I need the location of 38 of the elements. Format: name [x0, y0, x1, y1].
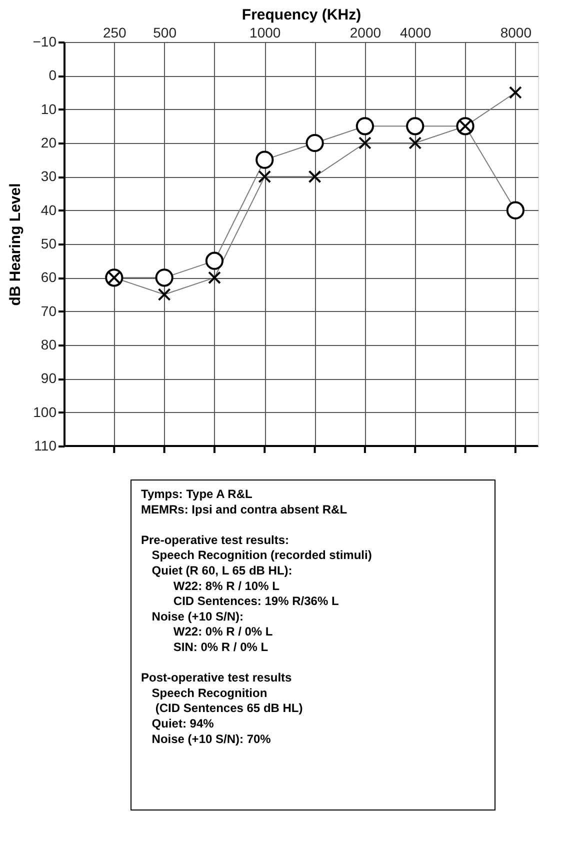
- y-tick-label: 110: [34, 438, 57, 454]
- text: Post-operative test results Speech Recognition (CID Sentences 65 dB HL) Quiet: 94% Noise (+10 S/N): 70%: [141, 670, 303, 746]
- y-tick-label: 50: [40, 236, 57, 252]
- point: [208, 271, 221, 284]
- point: [256, 150, 274, 169]
- x-tick-label: 2000: [350, 24, 382, 40]
- y-tick-label: 80: [40, 336, 57, 352]
- y-tick-label: 10: [40, 100, 57, 117]
- x-tick-label: 500: [153, 24, 177, 40]
- point: [205, 252, 224, 270]
- y-tick-label: 70: [40, 302, 57, 319]
- x-tick-label: 8000: [500, 24, 532, 40]
- y-tick-label: −10: [32, 34, 57, 50]
- x-tick-label: 1000: [250, 24, 281, 40]
- x-tick-label: 4000: [400, 24, 432, 40]
- y-tick-label: 20: [40, 134, 57, 150]
- point: [506, 201, 524, 220]
- y-tick-label: 100: [33, 404, 57, 420]
- y-tick-label: 40: [40, 202, 57, 218]
- y-axis-title: dB Hearing Level: [6, 183, 24, 306]
- text: Tymps: Type A R&L MEMRs: Ipsi and contra absent R&L: [141, 487, 348, 516]
- point: [155, 268, 174, 287]
- point: [408, 136, 422, 150]
- y-tick-label: 30: [40, 168, 57, 184]
- text: Pre-operative test results: Speech Recognition (recorded stimuli) Quiet (R 60, L 65 dB HL): W22: 8% R / 10% L CID Sentences: 19% R/36% L Noise (+10 S/N): W22: 0% R / 0% L SIN: 0% R / 0% L: [141, 532, 372, 654]
- point: [508, 86, 522, 99]
- x-axis-title: Frequency (KHz): [242, 6, 362, 24]
- point: [308, 170, 322, 184]
- point: [406, 117, 424, 136]
- point: [306, 134, 324, 152]
- x-tick-label: 250: [102, 24, 127, 40]
- point: [258, 170, 272, 184]
- point: [358, 136, 372, 150]
- point: [158, 288, 171, 301]
- y-tick-label: 60: [40, 269, 57, 286]
- y-tick-label: 90: [40, 370, 57, 386]
- point: [356, 117, 374, 136]
- y-tick-label: 0: [48, 67, 57, 84]
